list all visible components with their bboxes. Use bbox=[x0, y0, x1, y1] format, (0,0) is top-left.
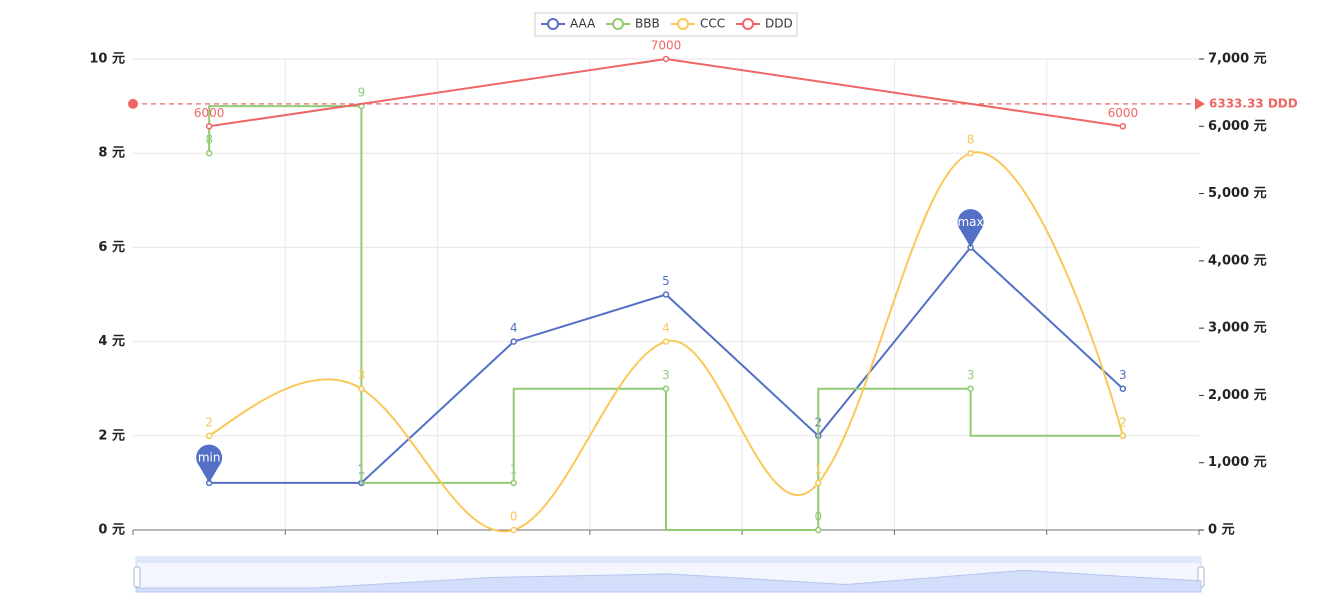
data-label: 2 bbox=[1119, 415, 1127, 429]
data-point bbox=[967, 385, 974, 392]
legend-icon bbox=[547, 18, 559, 30]
data-label: 1 bbox=[510, 462, 518, 476]
data-label: 2 bbox=[205, 415, 213, 429]
data-label: 4 bbox=[662, 321, 670, 335]
y2-tick-label: 5,000 元 bbox=[1208, 186, 1267, 201]
data-point bbox=[662, 338, 670, 345]
series-line bbox=[208, 105, 1123, 531]
legend-label: AAA bbox=[570, 17, 596, 31]
legend-label: CCC bbox=[700, 17, 725, 31]
series-line bbox=[208, 151, 1124, 533]
mark-point bbox=[957, 209, 984, 248]
data-point bbox=[815, 526, 822, 534]
y2-tick-label: 6,000 元 bbox=[1208, 119, 1267, 134]
data-point bbox=[1119, 432, 1127, 440]
data-point bbox=[510, 526, 517, 534]
legend-icon bbox=[742, 18, 754, 30]
data-point bbox=[967, 149, 974, 157]
y-tick-label: 0 元 bbox=[98, 523, 125, 538]
data-label: 0 bbox=[510, 510, 518, 524]
data-point bbox=[1119, 123, 1127, 130]
data-point bbox=[358, 385, 365, 392]
data-point bbox=[662, 55, 670, 63]
data-label: 3 bbox=[967, 368, 975, 382]
y-tick-label: 4 元 bbox=[98, 334, 125, 349]
data-point bbox=[510, 479, 517, 487]
data-label: 8 bbox=[967, 133, 975, 147]
y-tick-label: 6 元 bbox=[98, 240, 125, 255]
legend-label: DDD bbox=[765, 17, 793, 31]
data-label: 2 bbox=[1119, 415, 1127, 429]
data-point bbox=[205, 432, 213, 440]
data-label: 0 bbox=[814, 510, 822, 524]
mark-point-label: min bbox=[198, 450, 221, 464]
mark-point-label: max bbox=[957, 215, 983, 229]
series-line bbox=[208, 57, 1124, 128]
legend-icon bbox=[677, 18, 689, 30]
mark-line-label: 6333.33 DDD bbox=[1209, 96, 1298, 110]
y2-tick-label: 1,000 元 bbox=[1208, 455, 1267, 470]
data-label: 1 bbox=[814, 462, 822, 476]
data-label: 8 bbox=[205, 133, 213, 147]
data-point bbox=[815, 479, 822, 487]
legend-label: BBB bbox=[635, 17, 660, 31]
data-zoom-handle[interactable] bbox=[133, 566, 141, 588]
data-point bbox=[205, 149, 213, 157]
y2-tick-label: 2,000 元 bbox=[1208, 388, 1267, 403]
legend-box bbox=[534, 12, 798, 37]
data-label: 3 bbox=[358, 368, 366, 382]
data-point bbox=[662, 385, 670, 392]
data-point bbox=[510, 338, 517, 345]
mark-point bbox=[196, 444, 223, 483]
mark-line-arrow bbox=[1195, 97, 1205, 110]
y2-tick-label: 3,000 元 bbox=[1208, 321, 1267, 336]
data-label: 4 bbox=[510, 321, 518, 335]
y-tick-label: 8 元 bbox=[98, 146, 125, 161]
data-label: 3 bbox=[662, 368, 670, 382]
data-zoom-handle-bar[interactable] bbox=[136, 557, 1201, 563]
data-label: 3 bbox=[1119, 368, 1127, 382]
data-point bbox=[1119, 385, 1127, 392]
data-point bbox=[662, 291, 670, 298]
data-label: 6000 bbox=[194, 106, 225, 120]
y-tick-label: 10 元 bbox=[89, 52, 125, 67]
y2-tick-label: 7,000 元 bbox=[1208, 52, 1267, 67]
data-label: 7000 bbox=[651, 39, 682, 53]
y2-tick-label: 4,000 元 bbox=[1208, 253, 1267, 268]
data-label: 9 bbox=[358, 86, 366, 100]
data-point bbox=[205, 123, 213, 130]
mark-line-start bbox=[128, 98, 138, 109]
data-zoom-shadow bbox=[135, 569, 1202, 593]
legend-icon bbox=[612, 18, 624, 30]
data-label: 5 bbox=[662, 274, 670, 288]
y-tick-label: 2 元 bbox=[98, 428, 125, 443]
y2-tick-label: 0 元 bbox=[1208, 523, 1235, 538]
data-label: 6000 bbox=[1108, 106, 1139, 120]
